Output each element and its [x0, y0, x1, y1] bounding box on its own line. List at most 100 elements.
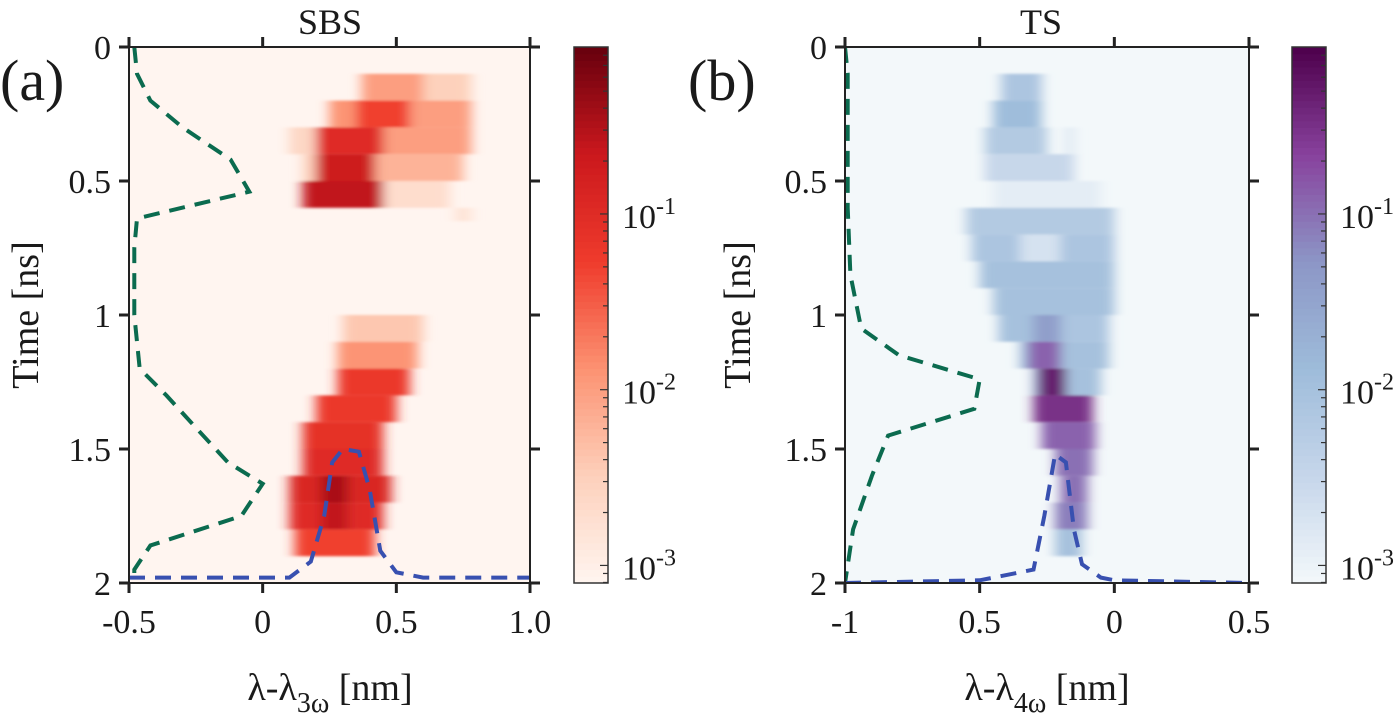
- colorbar-segment: [1292, 401, 1326, 410]
- y-tick-label: 0: [810, 30, 827, 67]
- colorbar-segment: [1292, 381, 1326, 390]
- colorbar-segment: [1292, 120, 1326, 128]
- y-tick-label: 2: [94, 566, 111, 603]
- heatmap-cell: [1060, 341, 1109, 369]
- colorbar-segment: [574, 160, 608, 169]
- heatmap-cell: [1020, 341, 1029, 369]
- colorbar-tick-exponent: -2: [1374, 370, 1394, 396]
- colorbar-segment: [1292, 294, 1326, 303]
- x-axis-label-main: λ-λ: [247, 667, 297, 709]
- colorbar-segment: [574, 475, 608, 483]
- colorbar-segment: [1292, 515, 1326, 524]
- heatmap-cell: [993, 288, 1115, 315]
- colorbar-segment: [574, 200, 608, 209]
- colorbar-segment: [574, 321, 608, 329]
- heatmap-cell: [337, 341, 418, 369]
- colorbar-segment: [1292, 327, 1326, 336]
- heatmap-cell: [289, 127, 317, 155]
- colorbar-segment: [574, 214, 608, 222]
- colorbar-segment: [1292, 281, 1326, 289]
- panel-a-sbs: -0.5 0 0.5 1.0 0 0.5 1 1.5 2 SBS (a) Time [ns] λ-λ3ω…: [0, 2, 676, 719]
- colorbar-segment: [574, 508, 608, 517]
- colorbar-segment: [1292, 408, 1326, 416]
- x-tick-label: 0: [1106, 604, 1123, 641]
- colorbar-segment: [1292, 428, 1326, 437]
- colorbar-segment: [574, 73, 608, 81]
- heatmap-cell: [356, 100, 410, 128]
- heatmap-cell: [1028, 341, 1061, 369]
- colorbar-segment: [1292, 394, 1326, 403]
- x-tick-label: 0.5: [375, 604, 418, 641]
- x-axis-label-main: λ-λ: [964, 667, 1014, 709]
- colorbar-segment: [1292, 187, 1326, 195]
- x-axis-label-unit: [nm]: [329, 667, 412, 709]
- heatmap-cell: [316, 154, 375, 181]
- colorbar-segment: [1292, 461, 1326, 470]
- colorbar-tick-base: 10: [622, 550, 656, 587]
- colorbar-segment: [574, 555, 608, 564]
- colorbar-segment: [1292, 147, 1326, 155]
- colorbar-segment: [1292, 274, 1326, 282]
- colorbar-segment: [574, 482, 608, 490]
- colorbar-segment: [574, 126, 608, 135]
- colorbar-segment: [1292, 421, 1326, 430]
- colorbar-segment: [574, 46, 608, 55]
- colorbar-segment: [1292, 86, 1326, 95]
- colorbar-segment: [1292, 448, 1326, 457]
- colorbar-segment: [574, 502, 608, 510]
- heatmap-cell: [316, 127, 383, 155]
- colorbar-segment: [574, 207, 608, 215]
- heatmap: [845, 47, 1249, 583]
- colorbar-segment: [1292, 46, 1326, 55]
- heatmap-cell: [993, 100, 1042, 128]
- heatmap-cell: [1033, 315, 1061, 342]
- colorbar-segment: [1292, 66, 1326, 75]
- colorbar-segment: [574, 86, 608, 95]
- colorbar-segment: [574, 147, 608, 155]
- panel-b-ts: -1 0.5 0 0.5 0 0.5 1 1.5 2 TS (b) Time [ns] λ-λ4ω [n…: [688, 2, 1394, 719]
- heatmap-cell: [455, 207, 472, 222]
- colorbar-segment: [1292, 287, 1326, 296]
- colorbar-tick-label: 10-2: [622, 370, 676, 412]
- colorbar-segment: [574, 515, 608, 524]
- colorbar-segment: [574, 106, 608, 115]
- x-axis-label-subscript: 3ω: [297, 688, 329, 719]
- colorbar-segment: [574, 401, 608, 410]
- colorbar-segment: [1292, 126, 1326, 135]
- colorbar-tick-base: 10: [622, 375, 656, 412]
- x-tick-label: 1.0: [509, 604, 552, 641]
- chart-title: TS: [1020, 2, 1062, 42]
- colorbar-segment: [574, 234, 608, 242]
- colorbar-tick-exponent: -2: [656, 370, 676, 396]
- colorbar-segment: [1292, 214, 1326, 222]
- colorbar-frame: [1291, 46, 1327, 584]
- colorbar-segment: [574, 562, 608, 571]
- colorbar-segment: [1292, 522, 1326, 530]
- heatmap-cell: [979, 261, 1115, 289]
- colorbar-tick-label: 10-3: [1340, 545, 1394, 587]
- colorbar-segment: [574, 549, 608, 557]
- colorbar-segment: [1292, 133, 1326, 142]
- heatmap-cell: [289, 475, 322, 503]
- colorbar-segment: [574, 388, 608, 396]
- colorbar-segment: [574, 133, 608, 142]
- colorbar-segment: [574, 522, 608, 530]
- colorbar-segment: [574, 274, 608, 282]
- colorbar-segment: [574, 495, 608, 504]
- x-axis-label: λ-λ4ω [nm]: [964, 667, 1129, 719]
- heatmap-cell: [361, 73, 424, 101]
- colorbar: 10-110-210-3: [1291, 46, 1394, 587]
- colorbar-segment: [574, 461, 608, 470]
- heatmap-cell: [289, 502, 322, 530]
- y-tick-label: 1.5: [785, 432, 828, 469]
- x-tick-label: -0.5: [102, 604, 156, 641]
- colorbar-segment: [574, 187, 608, 195]
- colorbar-segment: [1292, 468, 1326, 477]
- heatmap-cell: [1001, 73, 1042, 101]
- colorbar-segment: [574, 361, 608, 370]
- heatmap-cell: [302, 154, 317, 181]
- colorbar-segment: [574, 100, 608, 108]
- colorbar-segment: [574, 307, 608, 316]
- colorbar-segment: [574, 66, 608, 75]
